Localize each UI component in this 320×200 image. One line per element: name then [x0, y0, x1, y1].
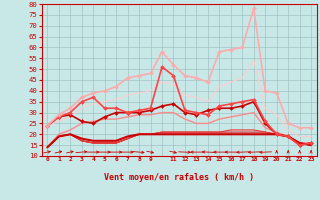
X-axis label: Vent moyen/en rafales ( km/h ): Vent moyen/en rafales ( km/h ) — [104, 173, 254, 182]
